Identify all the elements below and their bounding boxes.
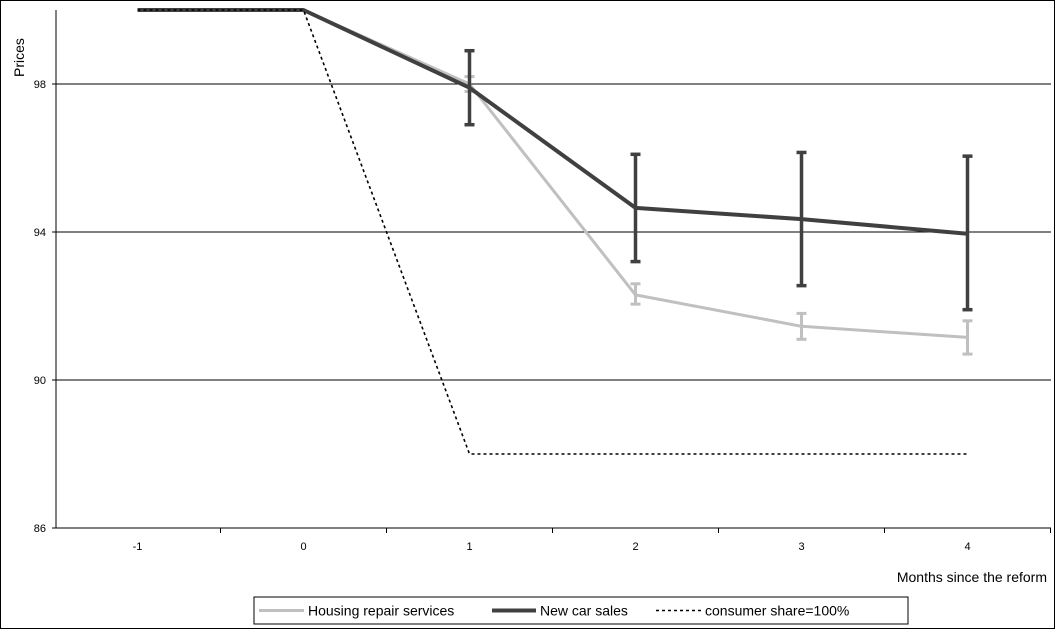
legend-label-1: New car sales: [540, 603, 628, 619]
tick-labels: 86 90 94 98 -1 0 1 2 3 4: [34, 79, 971, 553]
x-tick-label: 3: [798, 541, 804, 553]
legend-label-2: consumer share=100%: [705, 603, 849, 619]
series-line: [137, 9, 968, 455]
x-axis-title: Months since the reform: [897, 569, 1047, 585]
series-0: [137, 8, 973, 356]
y-tick-label: 86: [34, 523, 46, 535]
series-2: [137, 9, 968, 455]
legend: Housing repair services New car sales cons…: [253, 596, 909, 625]
legend-label-0: Housing repair services: [308, 603, 454, 619]
x-tick-label: -1: [133, 541, 143, 553]
x-tick-label: 2: [632, 541, 638, 553]
x-tick-label: 1: [466, 541, 472, 553]
x-tick-label: 0: [300, 541, 306, 553]
series: [137, 8, 973, 455]
y-tick-label: 94: [34, 227, 46, 239]
series-1: [137, 8, 973, 312]
series-line: [137, 8, 968, 339]
gridlines: [56, 83, 1051, 529]
axes: [52, 10, 1051, 533]
x-tick-label: 4: [964, 541, 970, 553]
y-tick-label: 90: [34, 375, 46, 387]
y-axis-title: Prices: [11, 38, 27, 77]
y-tick-label: 98: [34, 79, 46, 91]
legend-box: [253, 596, 909, 625]
series-line: [137, 8, 968, 236]
